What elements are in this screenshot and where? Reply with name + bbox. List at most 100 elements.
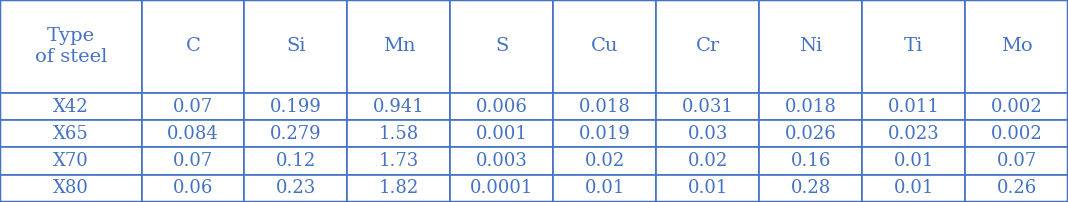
Text: 0.01: 0.01 — [584, 179, 625, 197]
Text: X70: X70 — [53, 152, 89, 170]
Text: 0.026: 0.026 — [785, 125, 836, 143]
Text: 0.001: 0.001 — [476, 125, 528, 143]
Bar — [451, 0, 553, 93]
Text: 0.006: 0.006 — [476, 98, 528, 116]
Bar — [0, 147, 142, 175]
Text: X42: X42 — [53, 98, 89, 116]
Bar — [862, 0, 965, 93]
Text: 0.01: 0.01 — [894, 152, 933, 170]
Bar — [0, 93, 142, 120]
Bar — [553, 175, 656, 202]
Text: 0.02: 0.02 — [584, 152, 625, 170]
Bar — [0, 0, 142, 93]
Text: Type
of steel: Type of steel — [34, 27, 107, 66]
Bar — [0, 175, 142, 202]
Bar — [965, 0, 1068, 93]
Text: 0.023: 0.023 — [888, 125, 940, 143]
Text: 1.82: 1.82 — [379, 179, 419, 197]
Text: C: C — [186, 37, 201, 56]
Text: 0.07: 0.07 — [173, 152, 214, 170]
Text: X80: X80 — [52, 179, 89, 197]
Text: 0.06: 0.06 — [173, 179, 214, 197]
Text: 0.002: 0.002 — [991, 98, 1042, 116]
Bar — [245, 0, 347, 93]
Text: Si: Si — [286, 37, 305, 56]
Bar — [656, 175, 759, 202]
Text: 0.12: 0.12 — [276, 152, 316, 170]
Bar — [245, 120, 347, 147]
Text: 0.199: 0.199 — [270, 98, 321, 116]
Bar — [451, 147, 553, 175]
Bar — [347, 175, 451, 202]
Text: 0.003: 0.003 — [476, 152, 528, 170]
Bar — [656, 93, 759, 120]
Text: X65: X65 — [53, 125, 89, 143]
Text: Cu: Cu — [591, 37, 618, 56]
Bar — [347, 0, 451, 93]
Text: 0.019: 0.019 — [579, 125, 631, 143]
Bar — [862, 147, 965, 175]
Bar — [347, 147, 451, 175]
Bar — [0, 120, 142, 147]
Bar — [759, 175, 862, 202]
Bar — [142, 175, 245, 202]
Bar — [142, 93, 245, 120]
Text: 0.01: 0.01 — [688, 179, 728, 197]
Text: 0.002: 0.002 — [991, 125, 1042, 143]
Bar — [245, 147, 347, 175]
Bar — [553, 120, 656, 147]
Bar — [759, 120, 862, 147]
Bar — [862, 93, 965, 120]
Text: 0.01: 0.01 — [894, 179, 933, 197]
Bar — [656, 0, 759, 93]
Bar — [656, 120, 759, 147]
Bar — [451, 175, 553, 202]
Text: 0.018: 0.018 — [579, 98, 631, 116]
Text: 0.031: 0.031 — [681, 98, 734, 116]
Text: 0.0001: 0.0001 — [470, 179, 534, 197]
Bar — [245, 93, 347, 120]
Text: Cr: Cr — [695, 37, 720, 56]
Text: 0.07: 0.07 — [173, 98, 214, 116]
Bar — [347, 120, 451, 147]
Text: 0.02: 0.02 — [688, 152, 727, 170]
Text: 0.07: 0.07 — [996, 152, 1037, 170]
Text: 0.941: 0.941 — [373, 98, 425, 116]
Bar — [347, 93, 451, 120]
Text: S: S — [496, 37, 508, 56]
Bar — [553, 0, 656, 93]
Text: 0.084: 0.084 — [167, 125, 219, 143]
Bar — [451, 93, 553, 120]
Text: 0.011: 0.011 — [888, 98, 940, 116]
Bar — [862, 120, 965, 147]
Bar — [759, 147, 862, 175]
Text: 0.03: 0.03 — [688, 125, 728, 143]
Bar — [965, 147, 1068, 175]
Text: 0.16: 0.16 — [790, 152, 831, 170]
Text: 0.26: 0.26 — [996, 179, 1037, 197]
Bar — [245, 175, 347, 202]
Text: Mn: Mn — [382, 37, 415, 56]
Text: Mo: Mo — [1001, 37, 1033, 56]
Bar — [142, 120, 245, 147]
Bar — [656, 147, 759, 175]
Bar — [965, 120, 1068, 147]
Bar — [142, 0, 245, 93]
Text: Ti: Ti — [904, 37, 923, 56]
Text: 0.279: 0.279 — [270, 125, 321, 143]
Text: 1.73: 1.73 — [379, 152, 419, 170]
Text: 0.018: 0.018 — [785, 98, 836, 116]
Bar — [553, 93, 656, 120]
Bar — [759, 93, 862, 120]
Bar — [862, 175, 965, 202]
Bar — [142, 147, 245, 175]
Bar — [759, 0, 862, 93]
Bar — [965, 93, 1068, 120]
Bar — [965, 175, 1068, 202]
Text: Ni: Ni — [799, 37, 822, 56]
Text: 0.28: 0.28 — [790, 179, 831, 197]
Text: 0.23: 0.23 — [276, 179, 316, 197]
Bar — [451, 120, 553, 147]
Bar — [553, 147, 656, 175]
Text: 1.58: 1.58 — [379, 125, 419, 143]
